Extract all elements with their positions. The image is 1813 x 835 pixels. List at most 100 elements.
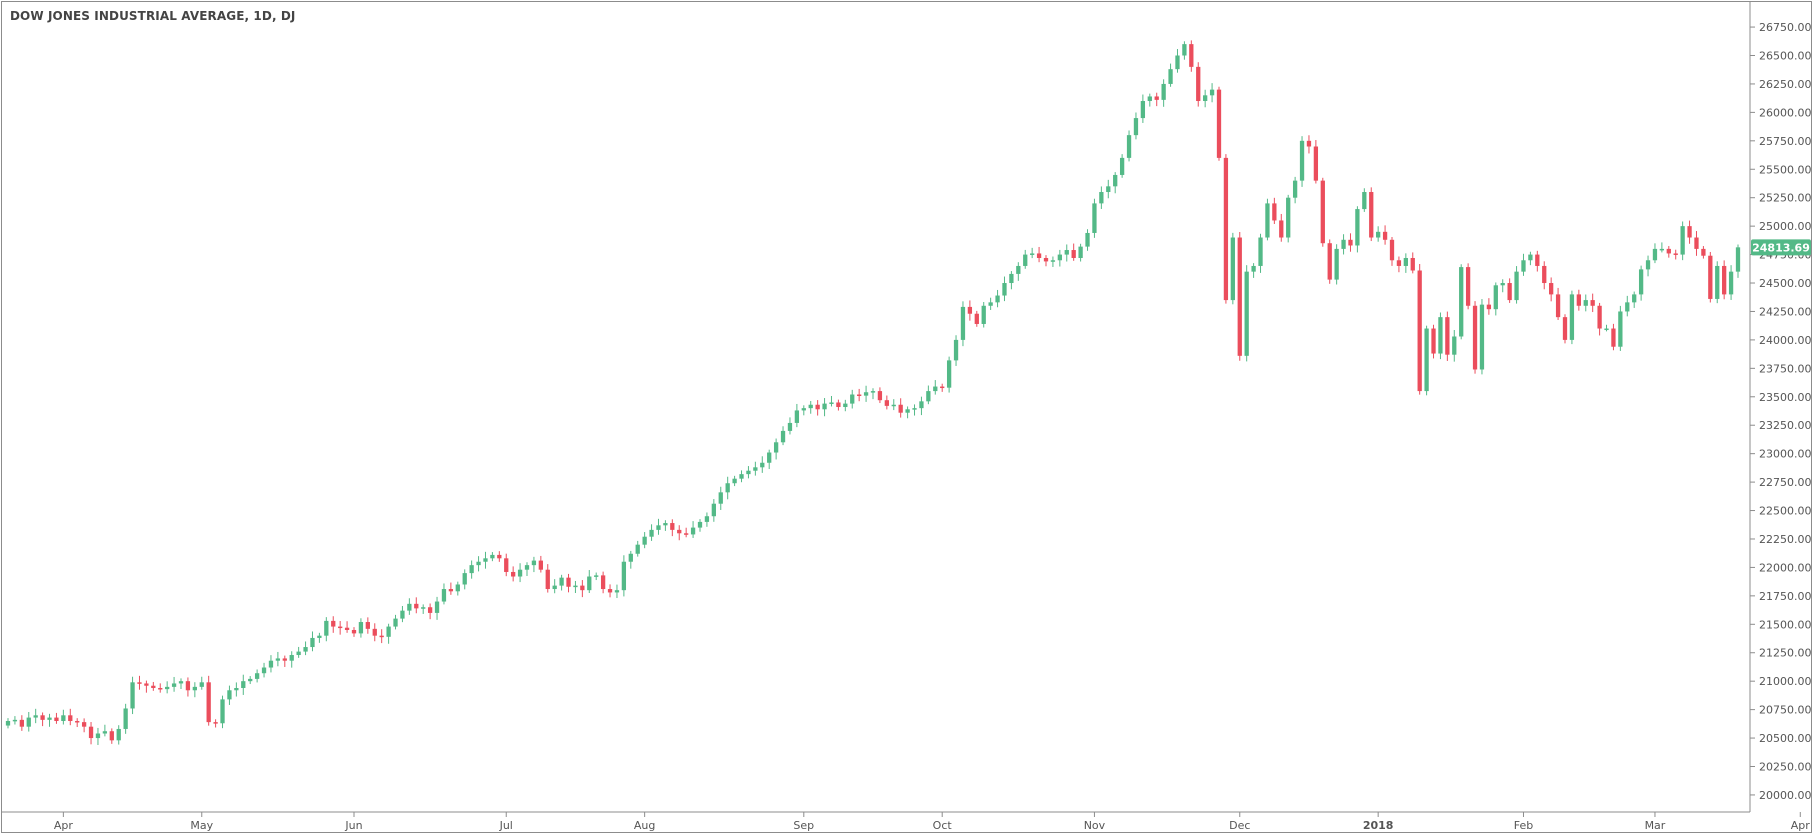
- candle-body: [171, 683, 177, 687]
- candle: [1708, 251, 1713, 303]
- candle-body: [130, 682, 135, 709]
- y-tick-label: 20750.00: [1759, 704, 1812, 717]
- candle-body: [1625, 302, 1630, 312]
- candle: [1286, 194, 1291, 243]
- candle: [1659, 242, 1665, 253]
- candle: [1735, 244, 1741, 278]
- candle-body: [1299, 140, 1305, 181]
- candle: [151, 681, 156, 691]
- candle: [524, 562, 530, 576]
- y-tick-label: 22750.00: [1759, 476, 1812, 489]
- candle-body: [40, 715, 45, 720]
- candle: [54, 712, 59, 724]
- candle-body: [1424, 328, 1429, 392]
- candle: [338, 620, 343, 635]
- candle: [88, 722, 94, 745]
- candle-body: [1666, 248, 1671, 254]
- candle: [158, 683, 163, 693]
- candle-series: [5, 40, 1741, 745]
- candle-body: [1244, 271, 1249, 356]
- candle: [1389, 236, 1395, 266]
- candle: [850, 389, 855, 409]
- candle: [95, 727, 101, 745]
- candle-body: [1064, 250, 1069, 255]
- candle-body: [1306, 140, 1312, 147]
- candle: [448, 582, 454, 595]
- candle: [241, 674, 246, 695]
- candle-body: [531, 560, 537, 566]
- y-tick-label: 24000.00: [1759, 334, 1812, 347]
- candle: [317, 632, 322, 643]
- candle: [559, 574, 564, 591]
- candle-body: [1161, 83, 1166, 100]
- y-axis: 20000.00 20250.00 20500.00 20750.00 21000.00…: [1749, 1, 1812, 812]
- candle: [1209, 83, 1215, 103]
- candle-body: [192, 686, 197, 691]
- candle-body: [372, 628, 377, 636]
- y-tick-label: 21500.00: [1759, 618, 1812, 631]
- candle-body: [967, 306, 973, 314]
- candle-body: [1009, 273, 1014, 284]
- candle-body: [1472, 305, 1478, 370]
- candle: [1036, 246, 1042, 263]
- candle: [1030, 247, 1035, 259]
- candle-body: [787, 422, 793, 431]
- candle: [967, 300, 973, 321]
- candle-body: [1327, 243, 1332, 280]
- candle: [1154, 92, 1159, 107]
- candle: [760, 456, 765, 473]
- candle-body: [594, 575, 599, 577]
- candle-body: [995, 295, 1000, 303]
- candle: [1410, 252, 1415, 274]
- candle-body: [1376, 231, 1381, 238]
- candle: [1085, 229, 1090, 251]
- candle: [1549, 277, 1554, 302]
- candle-body: [1265, 203, 1270, 238]
- candle-body: [517, 569, 523, 577]
- candle-body: [1535, 254, 1540, 266]
- candle-body: [870, 391, 876, 393]
- candle: [1445, 311, 1450, 361]
- candle-body: [1168, 69, 1173, 84]
- candle: [324, 617, 329, 642]
- candle-body: [1272, 203, 1277, 221]
- candle-body: [1701, 248, 1706, 256]
- candle-body: [912, 408, 917, 410]
- candle: [421, 604, 426, 614]
- candle-body: [358, 622, 364, 634]
- candle-body: [1016, 265, 1021, 274]
- candle-body: [296, 651, 301, 656]
- candle-body: [815, 404, 820, 410]
- candle: [704, 512, 710, 527]
- candle-body: [434, 601, 440, 613]
- candle-body: [1431, 328, 1436, 354]
- candle: [953, 335, 959, 366]
- candle: [1265, 198, 1270, 241]
- candle-body: [1362, 192, 1367, 210]
- candle: [594, 572, 599, 581]
- candle-body: [753, 467, 758, 471]
- candle-body: [1023, 254, 1028, 266]
- candle-body: [670, 523, 675, 530]
- candle: [649, 524, 654, 541]
- candle: [780, 426, 786, 446]
- candle: [469, 560, 474, 579]
- candle-body: [857, 394, 862, 397]
- candle-body: [116, 728, 121, 741]
- candle-body: [621, 561, 627, 591]
- candle: [1016, 262, 1021, 281]
- candle-body: [427, 607, 433, 613]
- candle: [282, 655, 287, 667]
- candle-body: [490, 554, 495, 559]
- candle-body: [268, 660, 274, 668]
- candle: [296, 646, 301, 658]
- candle-body: [607, 589, 613, 593]
- candle-body: [448, 589, 454, 592]
- candle-body: [1320, 180, 1325, 244]
- candle-body: [1396, 260, 1402, 266]
- candle: [116, 725, 121, 745]
- candle: [1175, 49, 1180, 73]
- candle: [227, 685, 232, 705]
- candle-body: [898, 404, 903, 413]
- candle: [1542, 261, 1547, 290]
